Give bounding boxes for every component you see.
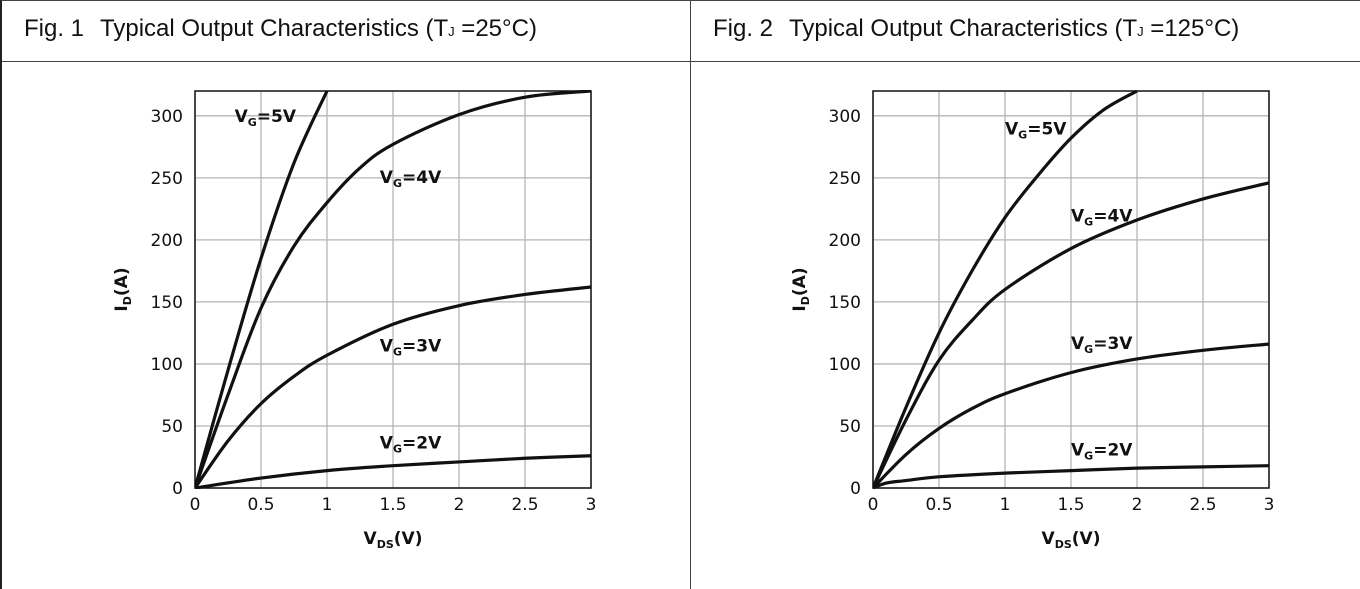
y-tick-label: 50 — [839, 417, 861, 437]
figure-title-text: Typical Output Characteristics (T — [100, 15, 449, 42]
figure-title: Fig. 2 Typical Output Characteristics (TJ… — [691, 1, 1360, 62]
figure-title: Fig. 1 Typical Output Characteristics (TJ… — [2, 1, 690, 62]
output-characteristics-chart-25c: 0 0.5 1 1.5 2 2.5 3 0 50 100 150 200 250 300 VDS(V) ID(… — [112, 90, 597, 551]
y-tick-label: 250 — [829, 169, 861, 189]
plot-frame — [194, 90, 592, 489]
y-axis-label-group: ID(A) — [790, 267, 812, 311]
figure-title-condition: =25°C) — [454, 15, 537, 42]
y-tick-label: 150 — [151, 293, 183, 313]
y-tick-label: 300 — [829, 107, 861, 127]
x-tick-label: 0.5 — [925, 495, 952, 515]
x-tick-label: 2 — [454, 495, 465, 515]
figure-number: Fig. 1 — [24, 15, 85, 42]
curve-label: VG=3V — [1071, 334, 1133, 356]
curve-label: VG=4V — [380, 168, 442, 190]
y-axis-label: ID(A) — [790, 267, 812, 311]
grid — [194, 91, 592, 489]
x-tick-label: 1 — [322, 495, 333, 515]
x-tick-label: 3 — [586, 495, 597, 515]
y-tick-label: 300 — [151, 107, 183, 127]
series-line-vg-4v — [873, 181, 1269, 489]
y-tick-label: 0 — [172, 479, 183, 499]
y-tick-label: 100 — [151, 355, 183, 375]
curve-label: VG=2V — [380, 433, 442, 455]
figure-panel-1: Fig. 1 Typical Output Characteristics (TJ… — [0, 0, 690, 589]
series-line-vg-3v — [195, 285, 591, 489]
x-tick-label: 3 — [1264, 495, 1275, 515]
series-line-vg-4v — [195, 90, 591, 489]
series-line-vg-3v — [873, 342, 1269, 489]
figure-title-text: Typical Output Characteristics (T — [789, 15, 1138, 42]
curve-label: VG=5V — [1005, 119, 1067, 141]
plot-frame — [872, 90, 1270, 489]
y-tick-label: 0 — [850, 479, 861, 499]
x-tick-label: 2 — [1132, 495, 1143, 515]
x-tick-label: 1.5 — [1057, 495, 1084, 515]
y-tick-label: 250 — [151, 169, 183, 189]
x-tick-label: 0 — [190, 495, 201, 515]
x-tick-label: 2.5 — [511, 495, 538, 515]
series-line-vg-5v — [195, 90, 329, 489]
figure-title-subscript: J — [1137, 24, 1144, 39]
curve-label: VG=5V — [235, 107, 297, 129]
figure-number: Fig. 2 — [713, 15, 774, 42]
curve-label: VG=4V — [1071, 206, 1133, 228]
y-axis-label: ID(A) — [112, 267, 134, 311]
figure-title-subscript: J — [448, 24, 455, 39]
x-tick-label: 1.5 — [379, 495, 406, 515]
figure-panel-2: Fig. 2 Typical Output Characteristics (TJ… — [690, 0, 1360, 589]
output-characteristics-chart-125c: 0 0.5 1 1.5 2 2.5 3 0 50 100 150 200 250 300 VDS(V) ID(… — [790, 90, 1275, 551]
y-tick-label: 200 — [151, 231, 183, 251]
x-tick-label: 0.5 — [247, 495, 274, 515]
y-tick-label: 50 — [161, 417, 183, 437]
y-tick-label: 200 — [829, 231, 861, 251]
figure-title-condition: =125°C) — [1143, 15, 1240, 42]
series-line-vg-2v — [873, 464, 1269, 489]
y-axis-label-group: ID(A) — [112, 267, 134, 311]
grid — [872, 91, 1270, 489]
x-axis-label: VDS(V) — [1042, 529, 1101, 551]
x-tick-label: 2.5 — [1189, 495, 1216, 515]
x-axis-label: VDS(V) — [364, 529, 423, 551]
series-line-vg-5v — [873, 90, 1138, 489]
y-tick-label: 150 — [829, 293, 861, 313]
curve-label: VG=3V — [380, 337, 442, 359]
x-tick-label: 0 — [868, 495, 879, 515]
series-line-vg-2v — [195, 454, 591, 489]
curve-label: VG=2V — [1071, 441, 1133, 463]
y-tick-label: 100 — [829, 355, 861, 375]
x-tick-label: 1 — [1000, 495, 1011, 515]
